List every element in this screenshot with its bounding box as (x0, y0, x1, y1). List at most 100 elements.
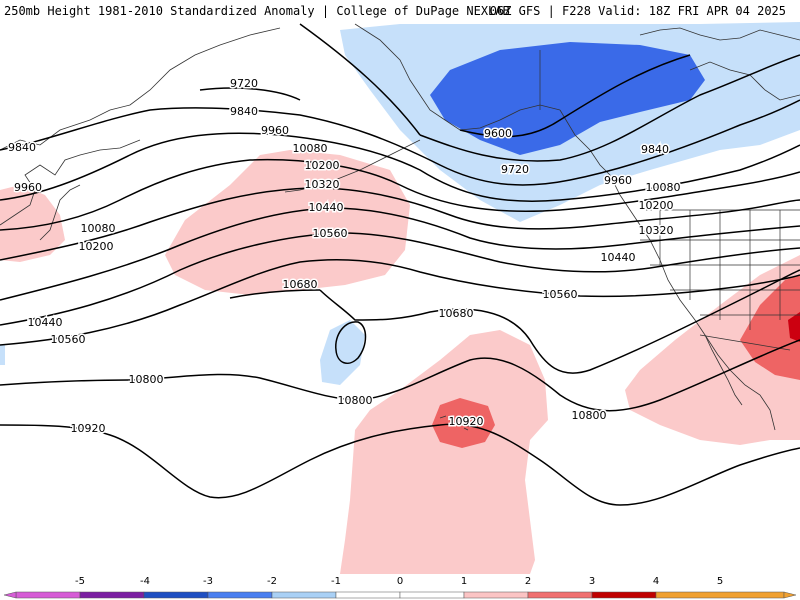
contour-label: 10200 (79, 240, 114, 253)
contour-label: 10920 (449, 415, 484, 428)
contour-9720-west (199, 87, 301, 101)
contour-labels: 9720984099609840996010080102001032010440… (7, 76, 683, 437)
contour-label: 9960 (604, 174, 632, 187)
contour-label: 10080 (293, 142, 328, 155)
contour-label: 10800 (129, 373, 164, 386)
contour-label: 10680 (283, 278, 318, 291)
contour-10920 (0, 423, 800, 506)
contour-label: 10440 (28, 316, 63, 329)
strong-positive-east (740, 275, 800, 380)
colorbar-tick-label: 5 (717, 576, 723, 587)
contour-label: 9840 (641, 143, 669, 156)
colorbar-swatch (591, 591, 657, 599)
weak-positive-west (0, 185, 65, 262)
coastline-japan (39, 184, 81, 241)
contour-10560 (0, 258, 800, 346)
colorbar-tick-label: -4 (140, 576, 150, 587)
weak-positive-central-pacific (165, 150, 410, 295)
colorbar-swatch (335, 591, 401, 599)
colorbar-swatch (527, 591, 593, 599)
contour-9960 (0, 132, 800, 202)
colorbar-swatch (463, 591, 529, 599)
strong-positive-subtropics (432, 398, 495, 448)
contour-10440 (0, 232, 800, 326)
colorbar-swatch (399, 591, 465, 599)
height-contours (0, 23, 800, 506)
colorbar-high-arrow (783, 591, 797, 599)
contour-label: 10560 (313, 227, 348, 240)
header-title: 250mb Height 1981-2010 Standardized Anom… (4, 4, 510, 18)
anomaly-map: 9720984099609840996010080102001032010440… (0, 22, 800, 574)
colorbar-swatch (271, 591, 337, 599)
colorbar: -5 -4 -3 -2 -1 0 1 2 3 4 5 (3, 576, 797, 599)
strong-negative-region (430, 42, 705, 155)
colorbar-swatches (3, 591, 797, 599)
contour-label: 10560 (543, 288, 578, 301)
contour-10800 (0, 339, 800, 412)
contour-9720-north (299, 23, 421, 136)
colorbar-tick-label: -1 (331, 576, 341, 587)
colorbar-low-arrow (3, 591, 17, 599)
coastline-canada (559, 109, 776, 431)
extreme-positive-east (788, 312, 800, 342)
colorbar-tick-label: -2 (267, 576, 277, 587)
contour-label: 9960 (261, 124, 289, 137)
header-bar: 250mb Height 1981-2010 Standardized Anom… (0, 0, 800, 22)
contour-label: 9600 (484, 127, 512, 140)
contour-10200 (0, 187, 800, 261)
contour-label: 10800 (572, 409, 607, 422)
contour-label: 9960 (14, 181, 42, 194)
colorbar-tick-label: 2 (525, 576, 531, 587)
weak-positive-east (625, 255, 800, 445)
colorbar-swatch (15, 591, 81, 599)
colorbar-tick-label: 3 (589, 576, 595, 587)
contour-10320 (0, 207, 800, 301)
colorbar-tick-label: -5 (75, 576, 85, 587)
contour-label: 10800 (338, 394, 373, 407)
colorbar-tick-label: 1 (461, 576, 467, 587)
colorbar-tick-label: 0 (397, 576, 403, 587)
us-state-grid (640, 210, 800, 330)
contour-label: 9720 (501, 163, 529, 176)
contour-label: 10320 (305, 178, 340, 191)
coastlines (0, 23, 800, 431)
contour-label: 10440 (601, 251, 636, 264)
contour-9840 (0, 99, 800, 186)
contour-label: 10920 (71, 422, 106, 435)
header-run-info: 06Z GFS | F228 Valid: 18Z FRI APR 04 202… (489, 4, 786, 18)
contour-label: 9840 (230, 105, 258, 118)
contour-10680-west (229, 289, 321, 299)
colorbar-swatch (79, 591, 145, 599)
contour-9720-east (419, 54, 800, 162)
contour-label: 10440 (309, 201, 344, 214)
contour-9600 (459, 54, 691, 138)
contour-label: 10080 (646, 181, 681, 194)
coastline-asian-mainland (0, 139, 141, 226)
contour-label: 9720 (230, 77, 258, 90)
contour-label: 10680 (439, 307, 474, 320)
contour-label: 10320 (639, 224, 674, 237)
colorbar-tick-label: 4 (653, 576, 659, 587)
colorbar-swatch (207, 591, 273, 599)
weak-negative-small-region (320, 320, 365, 385)
coastline-north-canada (639, 27, 800, 41)
contour-10680 (319, 269, 800, 374)
coastline-alaska (354, 23, 561, 131)
contour-label: 9840 (8, 141, 36, 154)
colorbar-tick-labels: -5 -4 -3 -2 -1 0 1 2 3 4 5 (75, 576, 723, 587)
contour-label: 10200 (639, 199, 674, 212)
weak-negative-edge-region (0, 345, 5, 365)
positive-anomaly-shading (0, 150, 800, 574)
colorbar-swatch (143, 591, 209, 599)
political-borders (539, 50, 800, 351)
contour-10680-loop (335, 321, 367, 365)
colorbar-swatch (655, 591, 785, 599)
coastline-east-asia (0, 27, 281, 151)
coastline-aleutians (284, 139, 421, 193)
contour-10080 (0, 158, 800, 231)
contour-label: 10200 (305, 159, 340, 172)
contour-label: 10080 (81, 222, 116, 235)
colorbar-tick-label: -3 (203, 576, 213, 587)
contour-label: 10560 (51, 333, 86, 346)
weak-positive-subtropics (340, 330, 548, 574)
